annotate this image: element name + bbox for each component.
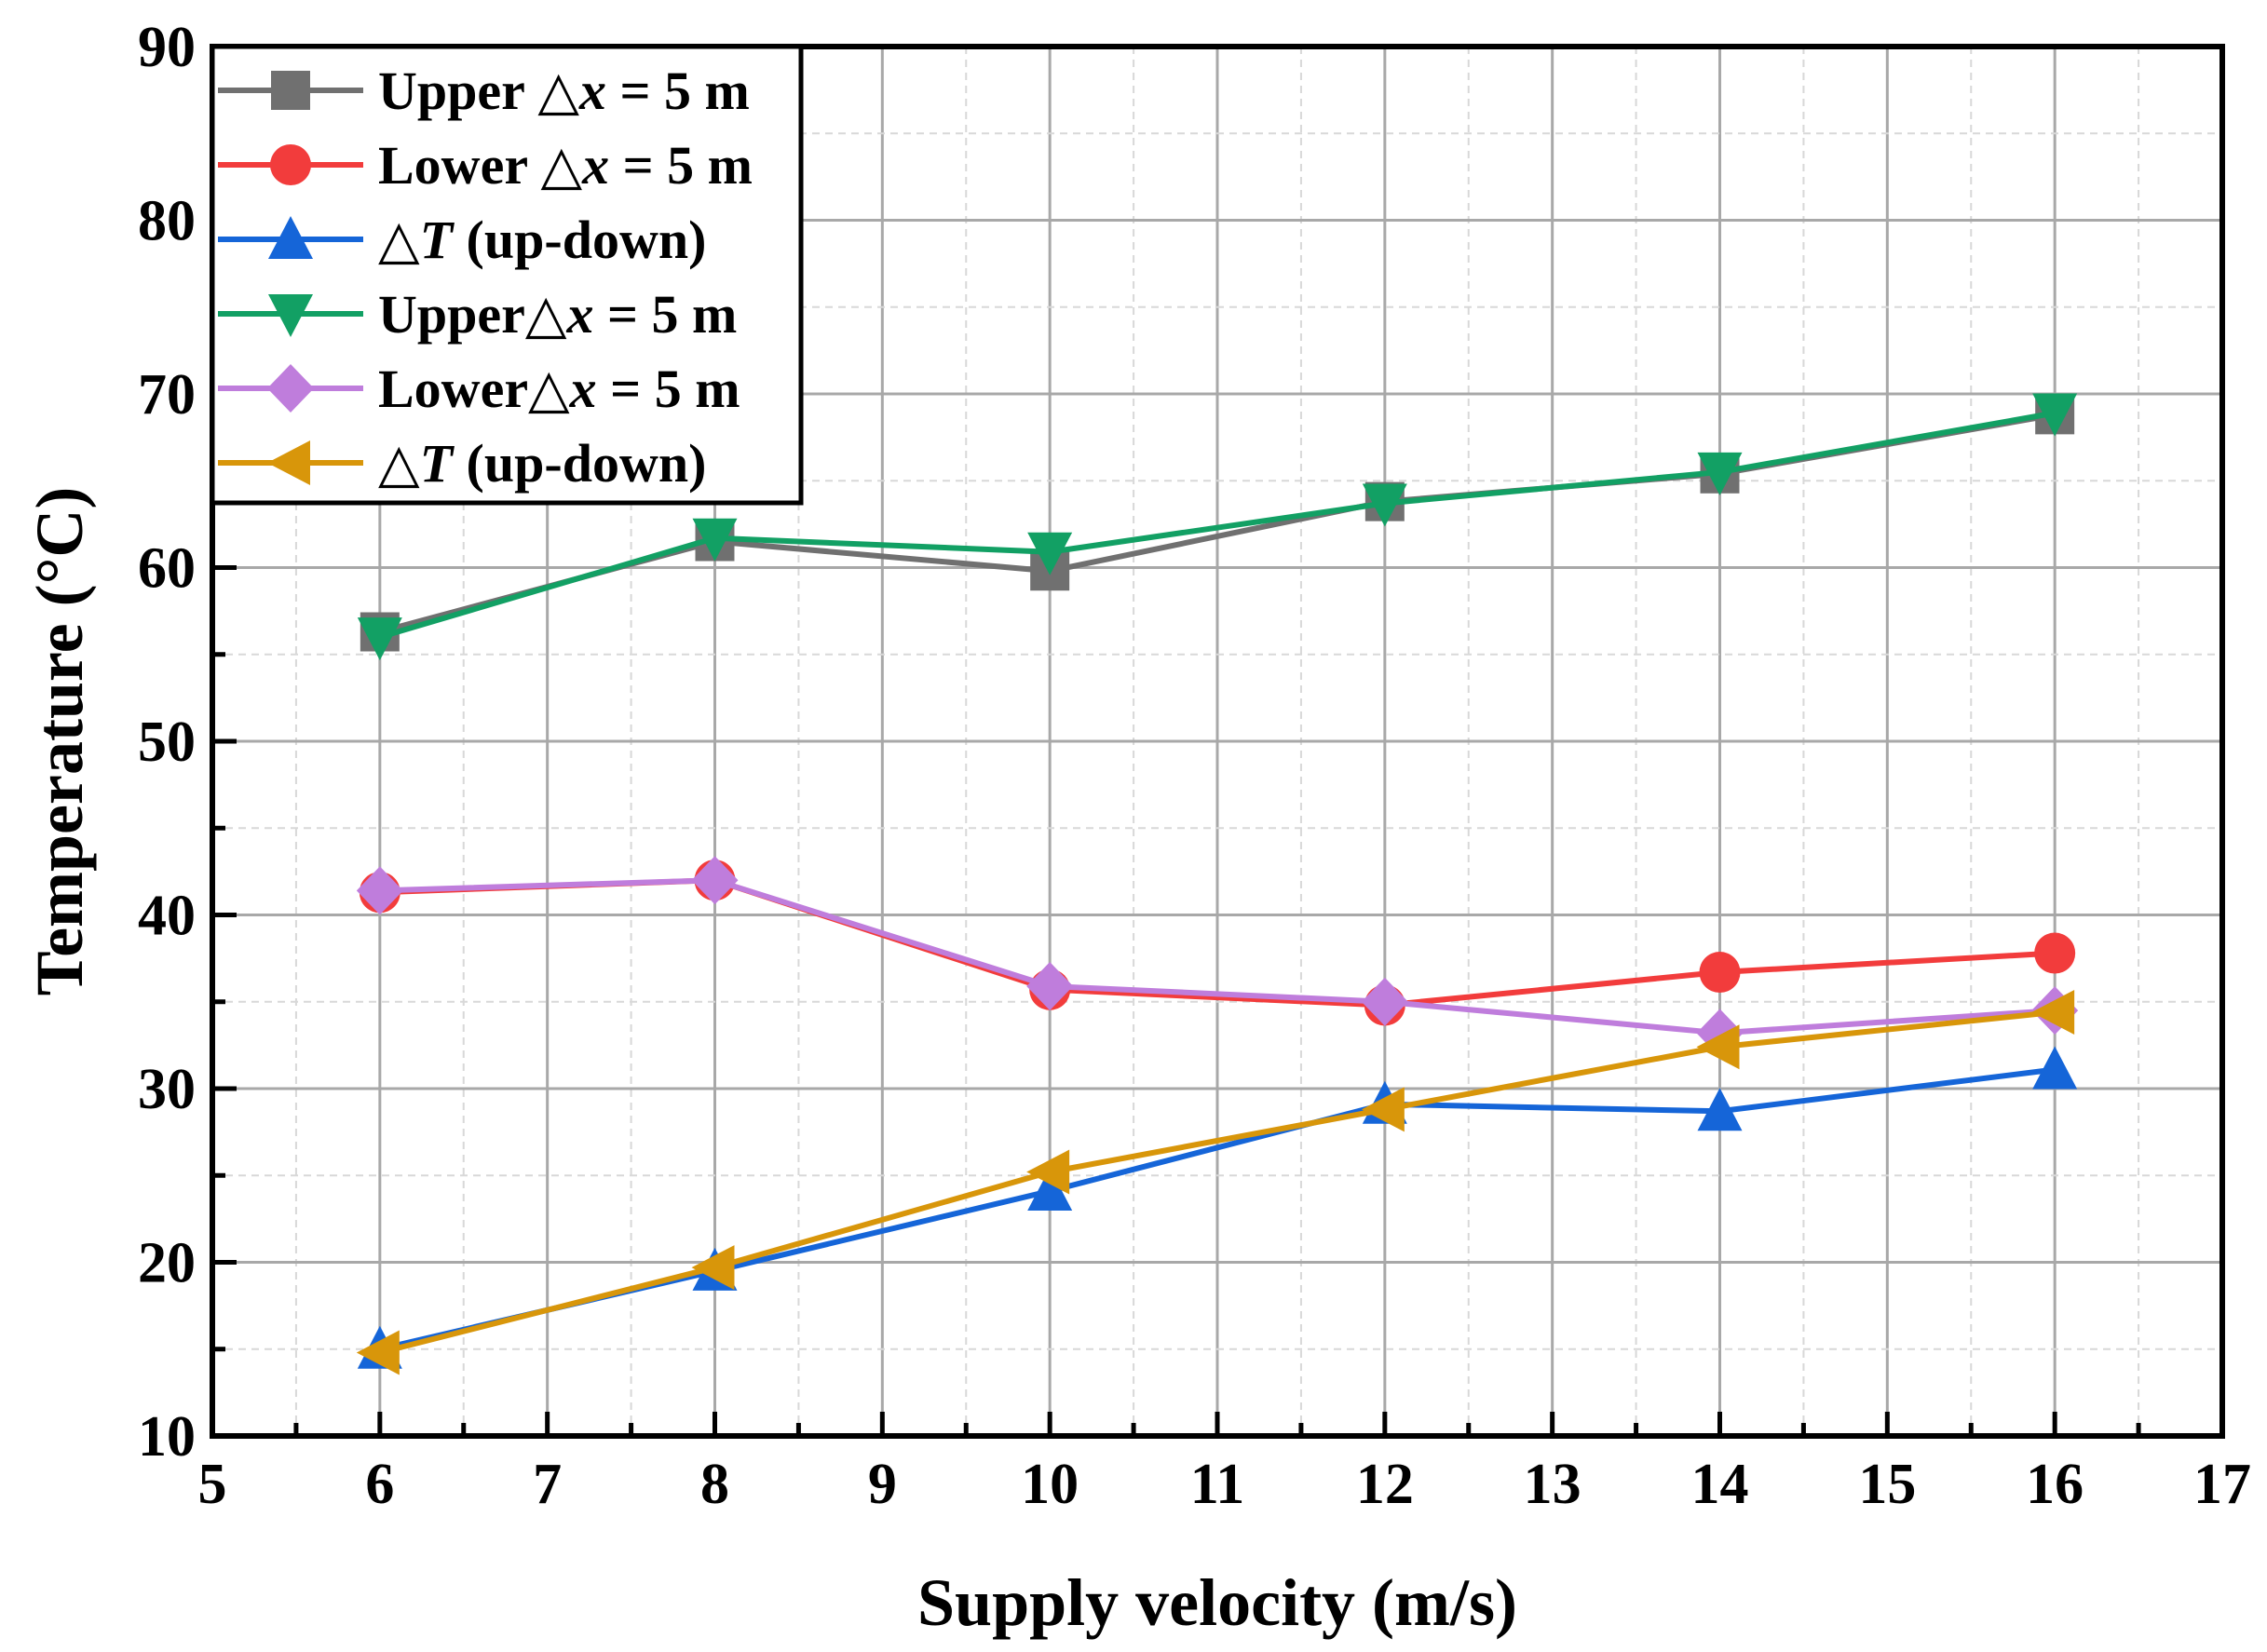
data-point <box>1026 1149 1070 1195</box>
series-5 <box>356 856 2079 1058</box>
y-tick-label: 50 <box>138 711 196 774</box>
tick-labels: 5 6 7 8 9 10 11 12 13 14 15 16 17 10 20 30 40 50 60 70 80 90 <box>138 16 2251 1516</box>
legend-marker <box>270 144 311 185</box>
data-point <box>1697 452 1743 495</box>
legend-marker <box>268 216 313 259</box>
legend-marker <box>271 71 310 110</box>
y-tick-label: 80 <box>138 190 196 253</box>
data-point <box>2034 932 2076 974</box>
series-line <box>378 410 2056 640</box>
data-point <box>2032 1046 2078 1090</box>
legend-entry: Lower△x = 5 m <box>218 359 740 419</box>
series-layer <box>356 393 2079 1375</box>
x-tick-label: 13 <box>1524 1453 1581 1516</box>
data-point <box>1027 532 1073 575</box>
y-tick-label: 70 <box>138 363 196 427</box>
series-line <box>379 877 2056 1036</box>
y-axis-title: Temperature (°C) <box>22 487 97 996</box>
data-point <box>2032 393 2078 437</box>
x-tick-label: 16 <box>2026 1453 2084 1516</box>
y-tick-label: 60 <box>138 537 196 601</box>
legend-label: △T (up-down) <box>378 433 706 494</box>
x-tick-label: 12 <box>1356 1453 1414 1516</box>
data-point <box>1697 1088 1743 1131</box>
y-tick-label: 30 <box>138 1058 196 1121</box>
legend-label: Lower△x = 5 m <box>378 359 740 419</box>
legend-marker <box>268 294 313 337</box>
x-tick-label: 10 <box>1021 1453 1079 1516</box>
data-point <box>1026 961 1074 1010</box>
data-point <box>1696 1024 1740 1070</box>
y-tick-label: 20 <box>138 1232 196 1295</box>
data-point <box>1027 1168 1073 1212</box>
data-point <box>357 617 402 661</box>
data-point <box>356 1330 400 1375</box>
legend-entry: △T (up-down) <box>218 210 706 270</box>
legend-label: Upper △x = 5 m <box>378 61 750 121</box>
y-tick-label: 10 <box>138 1405 196 1469</box>
legend-entry: Lower △x = 5 m <box>218 135 753 196</box>
data-point <box>691 856 739 905</box>
legend-marker <box>267 440 310 485</box>
x-tick-label: 8 <box>700 1453 729 1516</box>
legend-marker <box>267 364 314 413</box>
data-point <box>691 1245 735 1291</box>
x-tick-label: 5 <box>198 1453 227 1516</box>
legend-entry: Upper △x = 5 m <box>218 61 750 121</box>
series-6 <box>356 989 2075 1375</box>
plot-frame <box>210 44 2225 1439</box>
x-tick-label: 7 <box>533 1453 562 1516</box>
y-tick-label: 40 <box>138 885 196 948</box>
data-point <box>1699 952 1741 994</box>
data-point <box>1361 1087 1405 1132</box>
x-tick-label: 6 <box>365 1453 394 1516</box>
legend-label: Upper△x = 5 m <box>378 284 737 345</box>
data-point <box>1361 977 1408 1026</box>
data-point <box>1362 483 1407 527</box>
x-tick-label: 11 <box>1190 1453 1245 1516</box>
x-tick-label: 9 <box>868 1453 897 1516</box>
legend-label: Lower △x = 5 m <box>378 135 753 196</box>
data-point <box>692 518 738 562</box>
legend-entry: Upper△x = 5 m <box>218 284 737 345</box>
y-tick-label: 90 <box>138 16 196 79</box>
series-line <box>379 1009 2056 1356</box>
legend-entry: △T (up-down) <box>218 433 706 494</box>
x-tick-label: 15 <box>1858 1453 1916 1516</box>
x-tick-label: 17 <box>2193 1453 2251 1516</box>
series-4 <box>357 393 2078 661</box>
legend-box <box>210 44 804 506</box>
data-point <box>2031 989 2075 1035</box>
x-tick-label: 14 <box>1691 1453 1749 1516</box>
legend: Upper △x = 5 m Lower △x = 5 m △T (up-down)… <box>210 44 804 506</box>
x-axis-title: Supply velocity (m/s) <box>917 1565 1517 1640</box>
data-point <box>356 866 403 915</box>
legend-label: △T (up-down) <box>378 210 706 270</box>
